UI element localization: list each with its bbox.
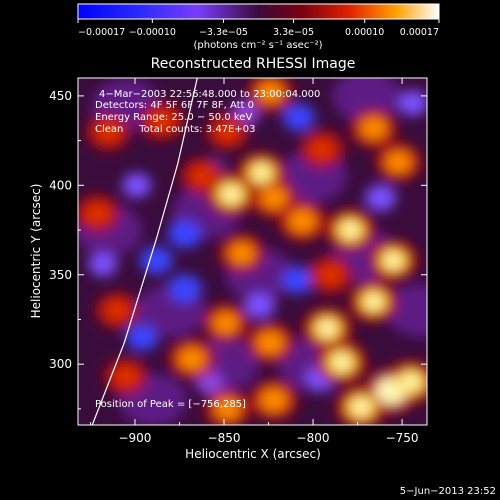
bright-source (190, 166, 215, 187)
annotation-time-range: 4−Mar−2003 22:56:48.000 to 23:00:04.000 (99, 89, 320, 100)
bright-source (214, 398, 241, 420)
colorbar-tick-label: 0.00010 (345, 27, 384, 38)
colorbar-tick-label: −0.00010 (129, 27, 176, 38)
bright-source (215, 121, 240, 142)
plot-frame (77, 77, 428, 426)
annotation-peak-position: Position of Peak = [−756,285] (95, 399, 246, 410)
annotation-method-counts: Clean Total counts: 3.47E+03 (95, 124, 255, 135)
colorbar (78, 4, 439, 19)
footer-date: 5−Jun−2013 23:52 (400, 486, 496, 497)
colorbar-tick-label: −0.00017 (78, 27, 125, 38)
bright-source (114, 366, 139, 387)
bright-source (85, 203, 110, 225)
bright-source (257, 81, 284, 104)
x-tick-label: −800 (297, 431, 330, 445)
colorbar-tick-label: 3.3e−05 (273, 27, 314, 38)
source-core (402, 373, 420, 391)
bright-source (309, 139, 335, 161)
x-axis-ticks: −900 −850 −800 −750 (89, 78, 419, 445)
source-core (365, 293, 382, 310)
bright-source (260, 186, 288, 210)
dim-source (281, 266, 314, 294)
dim-source (365, 184, 397, 212)
bright-source (178, 347, 206, 371)
y-tick-label: 350 (49, 268, 72, 282)
y-tick-label: 400 (49, 178, 72, 192)
dim-source (282, 103, 315, 131)
y-axis-ticks: 300 350 400 450 (49, 89, 427, 410)
bright-source (229, 242, 255, 265)
bright-source (260, 388, 288, 412)
bright-source (105, 300, 129, 321)
bright-source (96, 121, 121, 142)
colorbar-tick-label: −3.3e−05 (199, 27, 248, 38)
y-axis-label: Heliocentric Y (arcsec) (29, 184, 43, 319)
bright-source (385, 151, 412, 173)
y-tick-label: 300 (49, 357, 72, 371)
dim-source (126, 323, 159, 351)
bright-source (256, 331, 284, 355)
x-axis-label: Heliocentric X (arcsec) (185, 447, 321, 461)
x-tick-label: −900 (118, 431, 151, 445)
source-core (222, 186, 240, 203)
bright-source (212, 312, 239, 334)
source-core (352, 398, 370, 416)
purple-region (385, 284, 427, 337)
colorbar-frame (77, 3, 440, 20)
dim-source (397, 90, 427, 116)
dim-source (167, 274, 202, 304)
bright-source (360, 116, 387, 140)
dim-source (167, 219, 202, 249)
dim-source (244, 291, 276, 319)
colorbar-unit-label: (photons cm⁻² s⁻¹ asec⁻²) (193, 40, 322, 51)
bright-source (149, 110, 175, 132)
solar-limb-curve (91, 78, 198, 425)
source-core (385, 252, 401, 269)
bright-source (288, 209, 316, 233)
x-tick-label: −850 (208, 431, 241, 445)
image-field (78, 78, 427, 425)
dim-source (139, 246, 173, 275)
source-core (382, 382, 401, 401)
source-core (333, 354, 350, 371)
source-core (319, 320, 336, 337)
colorbar-ticks: −0.00017 −0.00010 −3.3e−05 3.3e−05 0.00010 0.… (77, 19, 440, 38)
source-core (342, 222, 359, 239)
annotation-detectors: Detectors: 4F 5F 6F 7F 8F, Att 0 (95, 100, 254, 111)
source-core (253, 165, 270, 181)
chart-title: Reconstructed RHESSI Image (151, 56, 356, 72)
annotation-energy-range: Energy Range: 25.0 − 50.0 keV (95, 112, 252, 123)
dim-source (88, 251, 118, 277)
colorbar-tick-label: 0.00017 (400, 27, 439, 38)
dim-source (122, 172, 152, 198)
x-tick-label: −750 (386, 431, 419, 445)
y-tick-label: 450 (49, 89, 72, 103)
bright-source (318, 264, 344, 286)
